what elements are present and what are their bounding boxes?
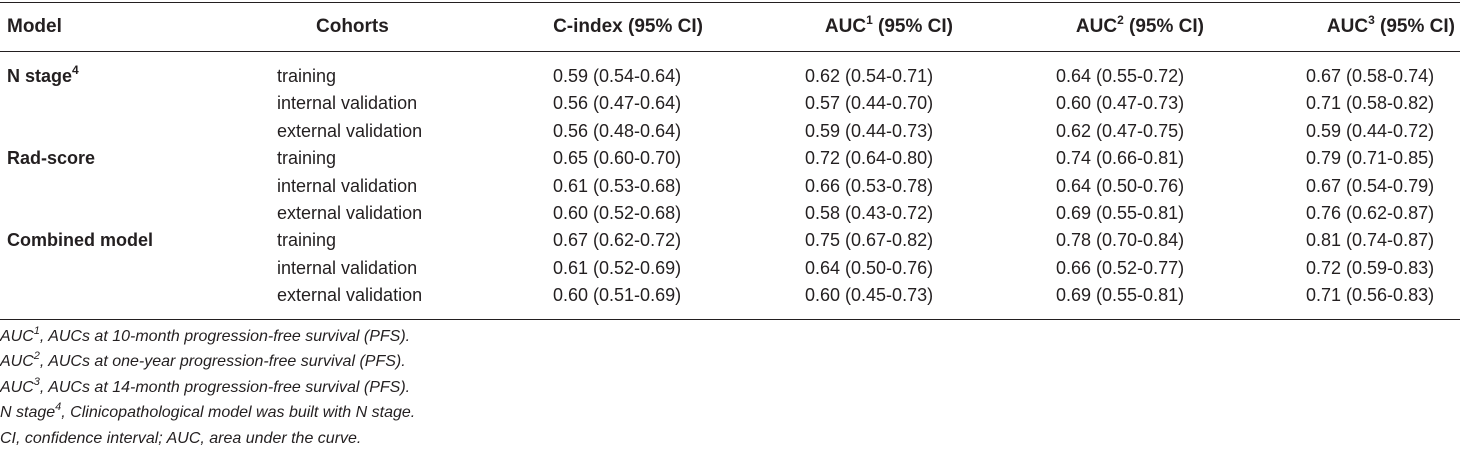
cell-cohort: internal validation bbox=[277, 257, 418, 278]
footnote: N stage4, Clinicopathological model was … bbox=[0, 401, 415, 426]
cell-c-index: 0.61 (0.52-0.69) bbox=[553, 257, 682, 278]
header-cohorts: Cohorts bbox=[316, 16, 389, 37]
cell-cohort: internal validation bbox=[277, 93, 418, 114]
cell-cohort: external validation bbox=[277, 120, 423, 141]
cell-auc3: 0.71 (0.58-0.82) bbox=[1306, 93, 1435, 114]
cell-c-index: 0.60 (0.51-0.69) bbox=[553, 285, 682, 306]
table-top-rule bbox=[0, 2, 1460, 3]
header-auc1: AUC1 (95% CI) bbox=[824, 13, 953, 40]
footnote: AUC1, AUCs at 10-month progression-free … bbox=[0, 325, 415, 350]
cell-cohort: training bbox=[277, 66, 337, 86]
table-bottom-rule bbox=[0, 319, 1460, 320]
table-row: Combined model training 0.67 (0.62-0.72) 0.… bbox=[0, 228, 1460, 255]
cell-c-index: 0.56 (0.48-0.64) bbox=[553, 120, 682, 141]
footnote: AUC3, AUCs at 14-month progression-free … bbox=[0, 376, 415, 401]
cell-auc1: 0.66 (0.53-0.78) bbox=[805, 175, 934, 196]
header-auc3-sup: 3 bbox=[1368, 13, 1375, 27]
cell-auc1: 0.60 (0.45-0.73) bbox=[805, 285, 934, 306]
cell-auc1: 0.62 (0.54-0.71) bbox=[805, 66, 934, 86]
header-auc1-sup: 1 bbox=[866, 13, 873, 27]
footnote-sup: 2 bbox=[33, 350, 40, 363]
header-auc2-sup: 2 bbox=[1117, 13, 1124, 27]
cell-auc1: 0.59 (0.44-0.73) bbox=[805, 120, 934, 141]
cell-c-index: 0.59 (0.54-0.64) bbox=[553, 66, 682, 86]
cell-cohort: external validation bbox=[277, 285, 423, 306]
footnote-term: AUC bbox=[0, 353, 34, 371]
cell-auc2: 0.69 (0.55-0.81) bbox=[1056, 285, 1185, 306]
cell-auc3: 0.67 (0.54-0.79) bbox=[1306, 175, 1435, 196]
cell-auc1: 0.58 (0.43-0.72) bbox=[805, 203, 934, 223]
cell-auc3: 0.72 (0.59-0.83) bbox=[1306, 257, 1435, 278]
header-rule bbox=[0, 51, 1460, 52]
cell-auc1: 0.72 (0.64-0.80) bbox=[805, 148, 934, 169]
footnote-sup: 1 bbox=[33, 325, 40, 337]
header-auc2: AUC2 (95% CI) bbox=[1075, 13, 1204, 40]
header-auc2-prefix: AUC bbox=[1075, 16, 1118, 37]
header-auc1-suffix: (95% CI) bbox=[872, 16, 953, 37]
footnote-text: , AUCs at one-year progression-free surv… bbox=[39, 353, 406, 371]
header-auc2-suffix: (95% CI) bbox=[1123, 16, 1204, 37]
footnote-text: , AUCs at 10-month progression-free surv… bbox=[39, 328, 411, 345]
cell-auc2: 0.62 (0.47-0.75) bbox=[1056, 120, 1185, 141]
footnote: AUC2, AUCs at one-year progression-free … bbox=[0, 350, 415, 375]
table-row: internal validation 0.61 (0.53-0.68) 0.66 … bbox=[0, 174, 1460, 201]
table-row: N stage4 training 0.59 (0.54-0.64) 0.62 (0.… bbox=[0, 63, 1460, 91]
cell-c-index: 0.65 (0.60-0.70) bbox=[553, 148, 682, 169]
footnotes: AUC1, AUCs at 10-month progression-free … bbox=[0, 325, 415, 452]
cell-cohort: training bbox=[277, 148, 337, 169]
table-row: internal validation 0.61 (0.52-0.69) 0.64 … bbox=[0, 256, 1460, 283]
cell-auc3: 0.76 (0.62-0.87) bbox=[1306, 203, 1435, 223]
cell-auc2: 0.78 (0.70-0.84) bbox=[1056, 230, 1185, 251]
cell-model-sup: 4 bbox=[72, 63, 79, 77]
cell-auc2: 0.64 (0.55-0.72) bbox=[1056, 66, 1185, 86]
cell-c-index: 0.61 (0.53-0.68) bbox=[553, 175, 682, 196]
cell-auc2: 0.60 (0.47-0.73) bbox=[1056, 93, 1185, 114]
footnote-text: , Clinicopathological model was built wi… bbox=[61, 404, 416, 422]
footnote-term: CI bbox=[0, 429, 16, 447]
header-auc3-prefix: AUC bbox=[1326, 16, 1369, 37]
table-row: external validation 0.60 (0.51-0.69) 0.60 … bbox=[0, 283, 1460, 310]
header-c-index: C-index (95% CI) bbox=[553, 16, 703, 37]
cell-auc2: 0.74 (0.66-0.81) bbox=[1056, 148, 1185, 169]
header-auc3-suffix: (95% CI) bbox=[1374, 16, 1455, 37]
table-row: external validation 0.60 (0.52-0.68) 0.58 … bbox=[0, 201, 1460, 228]
footnote: CI, confidence interval; AUC, area under… bbox=[0, 427, 415, 452]
cell-model-text: Combined model bbox=[7, 230, 154, 251]
cell-c-index: 0.67 (0.62-0.72) bbox=[553, 230, 682, 251]
footnote-term: N stage bbox=[0, 404, 56, 422]
cell-auc3: 0.67 (0.58-0.74) bbox=[1306, 66, 1435, 86]
footnote-sup: 3 bbox=[33, 375, 40, 388]
cell-model: Rad-score bbox=[7, 146, 95, 172]
table-row: internal validation 0.56 (0.47-0.64) 0.57 … bbox=[0, 91, 1460, 118]
table-row: Rad-score training 0.65 (0.60-0.70) 0.72 (0… bbox=[0, 146, 1460, 173]
cell-auc3: 0.71 (0.56-0.83) bbox=[1306, 285, 1435, 306]
cell-model: N stage4 bbox=[7, 63, 79, 90]
footnote-text: , AUCs at 14-month progression-free surv… bbox=[39, 378, 411, 396]
table-row: external validation 0.56 (0.48-0.64) 0.59 … bbox=[0, 119, 1460, 146]
cell-c-index: 0.60 (0.52-0.68) bbox=[553, 203, 682, 223]
cell-auc3: 0.81 (0.74-0.87) bbox=[1306, 230, 1435, 251]
footnote-text: , confidence interval; AUC, area under t… bbox=[16, 429, 362, 447]
cell-cohort: training bbox=[277, 230, 337, 251]
cell-auc1: 0.64 (0.50-0.76) bbox=[805, 257, 934, 278]
cell-auc3: 0.59 (0.44-0.72) bbox=[1306, 120, 1435, 141]
cell-model: Combined model bbox=[7, 228, 153, 254]
header-auc1-prefix: AUC bbox=[824, 16, 867, 37]
footnote-term: AUC bbox=[0, 378, 34, 396]
cell-cohort: external validation bbox=[277, 203, 423, 223]
cell-auc3: 0.79 (0.71-0.85) bbox=[1306, 148, 1435, 169]
cell-auc2: 0.64 (0.50-0.76) bbox=[1056, 175, 1185, 196]
cell-auc2: 0.66 (0.52-0.77) bbox=[1056, 257, 1185, 278]
cell-model-text: Rad-score bbox=[7, 148, 96, 169]
cell-model-text: N stage bbox=[7, 66, 73, 86]
header-auc3: AUC3 (95% CI) bbox=[1326, 13, 1455, 40]
cell-auc1: 0.75 (0.67-0.82) bbox=[805, 230, 934, 251]
cell-cohort: internal validation bbox=[277, 175, 418, 196]
cell-c-index: 0.56 (0.47-0.64) bbox=[553, 93, 682, 114]
footnote-sup: 4 bbox=[55, 401, 62, 414]
cell-auc2: 0.69 (0.55-0.81) bbox=[1056, 203, 1185, 223]
cell-auc1: 0.57 (0.44-0.70) bbox=[805, 93, 934, 114]
header-model: Model bbox=[7, 16, 62, 37]
footnote-term: AUC bbox=[0, 328, 34, 345]
